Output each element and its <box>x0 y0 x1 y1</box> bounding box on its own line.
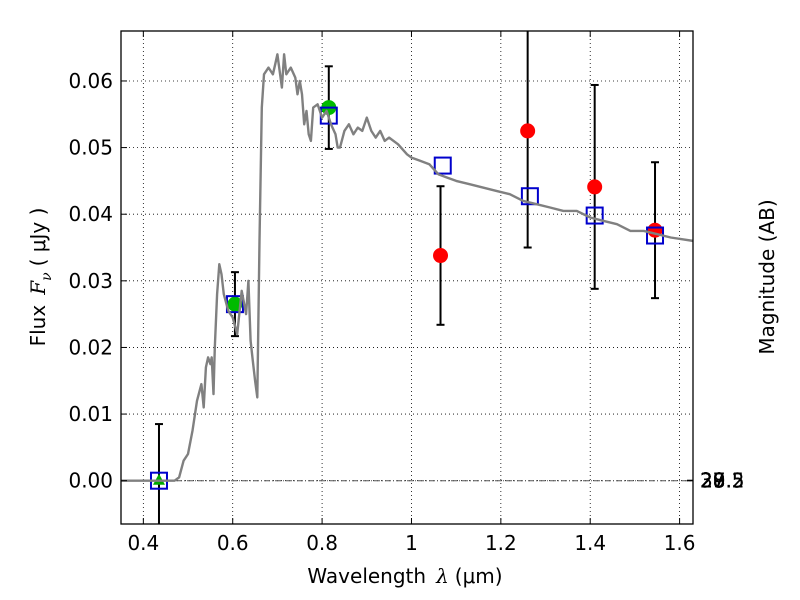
magnitude-tick-label: 29 <box>700 469 725 493</box>
y-axis-label: FluxFν( μJy ) <box>26 208 55 347</box>
magnitude-tick-label: 30 <box>700 469 725 493</box>
magnitude-tick-label: 28 <box>700 469 725 493</box>
x-tick-label: 0.4 <box>127 531 159 555</box>
data-point <box>520 123 536 139</box>
y-tick-label: 0.06 <box>68 69 113 93</box>
x-tick-label: 0.6 <box>217 531 249 555</box>
plot-background <box>121 31 693 524</box>
tick-labels: 0.4 0.6 0.8 1 1.2 1.4 1.6 0.00 0.01 0.02 0.03 0.04 0… <box>68 69 744 555</box>
ticks <box>121 31 693 524</box>
magnitude-tick-label: 27.2 <box>700 468 745 492</box>
plot-frame <box>120 30 694 525</box>
x-tick-label: 1 <box>405 531 418 555</box>
markers <box>149 100 665 490</box>
x-tick-label: 1.6 <box>664 531 696 555</box>
magnitude-axis-label: Magnitude (AB) <box>755 199 779 354</box>
y-tick-label: 0.01 <box>68 402 113 426</box>
x-tick-label: 1.4 <box>574 531 606 555</box>
upper-limit-triangle <box>152 473 165 485</box>
x-tick-label: 1.2 <box>485 531 517 555</box>
data-point <box>433 248 449 264</box>
x-tick-label: 0.8 <box>306 531 338 555</box>
model-band-square <box>520 187 539 206</box>
data-point <box>587 179 603 195</box>
model-band-square <box>433 156 452 175</box>
y-tick-label: 0.00 <box>68 469 113 493</box>
series-layer <box>121 31 693 524</box>
magnitude-tick-label: 27 <box>700 468 725 492</box>
y-tick-label: 0.02 <box>68 335 113 359</box>
x-axis-label: Wavelength λ (μm) <box>307 564 502 588</box>
y-tick-label: 0.05 <box>68 136 113 160</box>
y-tick-label: 0.03 <box>68 269 113 293</box>
magnitude-tick-label: 28.5 <box>700 469 745 493</box>
model-sed-line <box>121 53 693 482</box>
magnitude-tick-label: 27.5 <box>700 468 745 492</box>
y-tick-label: 0.04 <box>68 202 113 226</box>
